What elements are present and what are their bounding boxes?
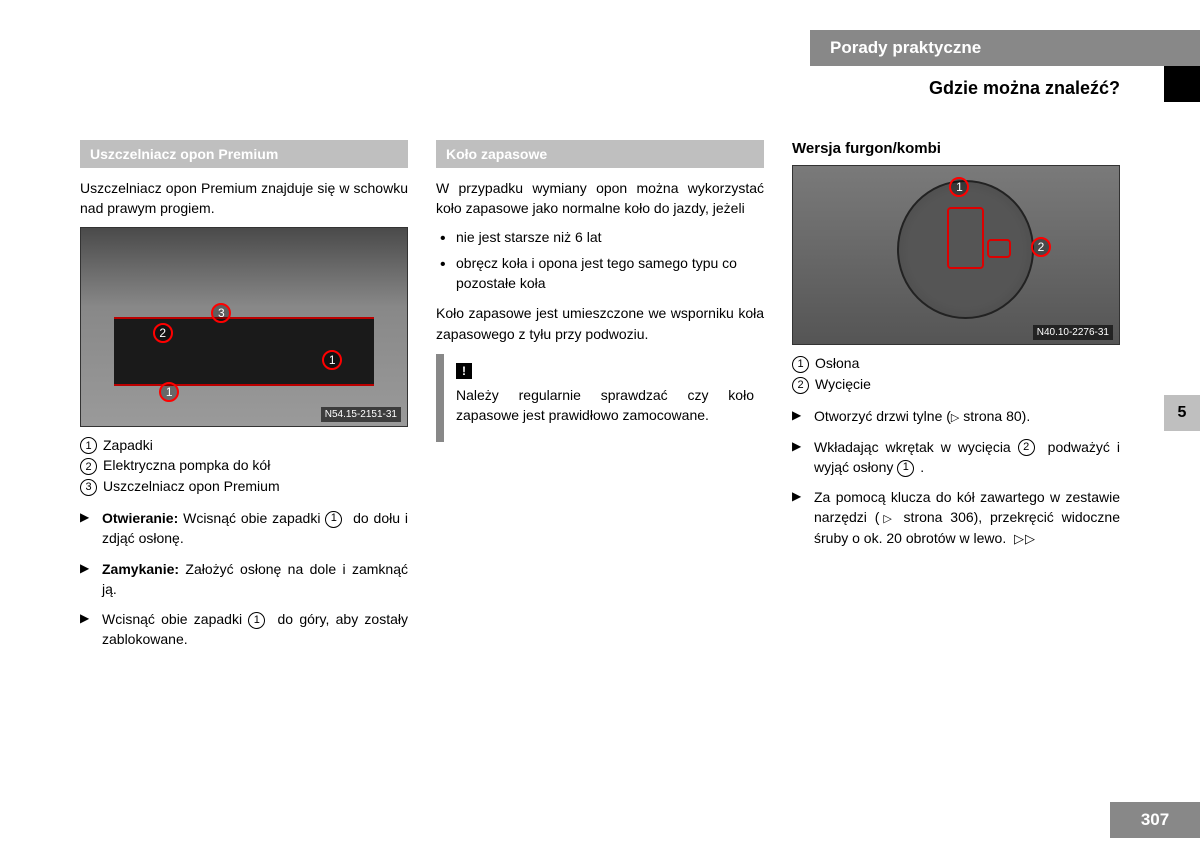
col2-bullets: nie jest starsze niż 6 lat obręcz koła i…	[436, 227, 764, 294]
header-black-tab	[1164, 66, 1200, 102]
step-item: Otwieranie: Wcisnąć obie zapadki 1 do do…	[80, 508, 408, 549]
column-2: Koło zapasowe W przypadku wymiany opon m…	[436, 140, 764, 660]
col3-heading: Wersja furgon/kombi	[792, 140, 1120, 157]
circled-1: 1	[792, 356, 809, 373]
col1-legend: 1 Zapadki 2 Elektryczna pompka do kół 3 Usz…	[80, 437, 408, 496]
legend-item: 2 Elektryczna pompka do kół	[80, 457, 408, 475]
col1-heading: Uszczelniacz opon Premium	[80, 140, 408, 168]
page-number: 307	[1110, 802, 1200, 838]
columns: Uszczelniacz opon Premium Uszczelniacz o…	[80, 140, 1120, 660]
legend-item: 1 Osłona	[792, 355, 1120, 373]
note-box: ! Należy regularnie sprawdzać czy koło z…	[436, 354, 764, 442]
col3-fig-id: N40.10-2276-31	[1033, 325, 1113, 340]
circled-inline: 2	[1018, 439, 1035, 456]
column-1: Uszczelniacz opon Premium Uszczelniacz o…	[80, 140, 408, 660]
col1-steps: Otwieranie: Wcisnąć obie zapadki 1 do do…	[80, 508, 408, 650]
step-text: Otworzyć drzwi tylne (	[814, 408, 951, 424]
note-icon: !	[456, 363, 472, 379]
circled-inline: 1	[248, 612, 265, 629]
section-tab: 5	[1164, 395, 1200, 431]
legend-text: Elektryczna pompka do kół	[103, 457, 270, 473]
circled-3: 3	[80, 479, 97, 496]
marker-2: 2	[1031, 237, 1051, 257]
header-band: Porady praktyczne	[810, 30, 1200, 66]
step-item: Zamykanie: Założyć osłonę na dole i zamk…	[80, 559, 408, 600]
col1-figure: 2 3 1 1 N54.15-2151-31	[80, 227, 408, 427]
triangle-icon: ▷	[879, 513, 895, 525]
cargo-magnifier	[897, 180, 1034, 319]
legend-text: Zapadki	[103, 437, 153, 453]
page-content: Uszczelniacz opon Premium Uszczelniacz o…	[0, 0, 1200, 690]
column-3: Wersja furgon/kombi 1 2 N40.10-2276-31 1…	[792, 140, 1120, 660]
legend-text: Osłona	[815, 355, 859, 371]
red-outline-cutout	[987, 239, 1011, 258]
marker-1a: 1	[159, 382, 179, 402]
legend-text: Wycięcie	[815, 376, 871, 392]
step-item: Za pomocą klucza do kół zawartego w zest…	[792, 487, 1120, 549]
col1-fig-id: N54.15-2151-31	[321, 407, 401, 422]
red-outline-cover	[947, 207, 984, 269]
col2-p2: Koło zapasowe jest umieszczone we wsporn…	[436, 303, 764, 344]
step-label: Otwieranie:	[102, 510, 178, 526]
col3-figure: 1 2 N40.10-2276-31	[792, 165, 1120, 345]
step-text: strona 80).	[959, 408, 1030, 424]
col2-heading: Koło zapasowe	[436, 140, 764, 168]
col3-steps: Otworzyć drzwi tylne (▷ strona 80). Wkła…	[792, 406, 1120, 550]
col3-legend: 1 Osłona 2 Wycięcie	[792, 355, 1120, 394]
note-text: Należy regularnie sprawdzać czy koło zap…	[456, 385, 754, 426]
continued-icon: ▷▷	[1014, 531, 1036, 546]
circled-inline: 1	[325, 511, 342, 528]
bullet-item: obręcz koła i opona jest tego samego typ…	[436, 253, 764, 294]
legend-item: 2 Wycięcie	[792, 376, 1120, 394]
circled-inline: 1	[897, 460, 914, 477]
legend-item: 3 Uszczelniacz opon Premium	[80, 478, 408, 496]
marker-2: 2	[153, 323, 173, 343]
circled-1: 1	[80, 437, 97, 454]
step-label: Zamykanie:	[102, 561, 179, 577]
header-sub: Gdzie można znaleźć?	[929, 78, 1120, 99]
step-text: Wcisnąć obie zapadki	[178, 510, 325, 526]
circled-2: 2	[792, 377, 809, 394]
legend-item: 1 Zapadki	[80, 437, 408, 455]
header-band-text: Porady praktyczne	[830, 38, 981, 58]
step-text: .	[920, 459, 924, 475]
step-item: Otworzyć drzwi tylne (▷ strona 80).	[792, 406, 1120, 427]
col2-p1: W przypadku wymiany opon można wykorzyst…	[436, 178, 764, 219]
legend-text: Uszczelniacz opon Premium	[103, 478, 280, 494]
circled-2: 2	[80, 458, 97, 475]
step-item: Wcisnąć obie zapadki 1 do góry, aby zost…	[80, 609, 408, 650]
col1-intro: Uszczelniacz opon Premium znajduje się w…	[80, 178, 408, 219]
step-item: Wkładając wkrętak w wycięcia 2 podważyć …	[792, 437, 1120, 478]
bullet-item: nie jest starsze niż 6 lat	[436, 227, 764, 247]
step-text: Wkładając wkrętak w wycięcia	[814, 439, 1018, 455]
step-text: Wcisnąć obie zapadki	[102, 611, 248, 627]
